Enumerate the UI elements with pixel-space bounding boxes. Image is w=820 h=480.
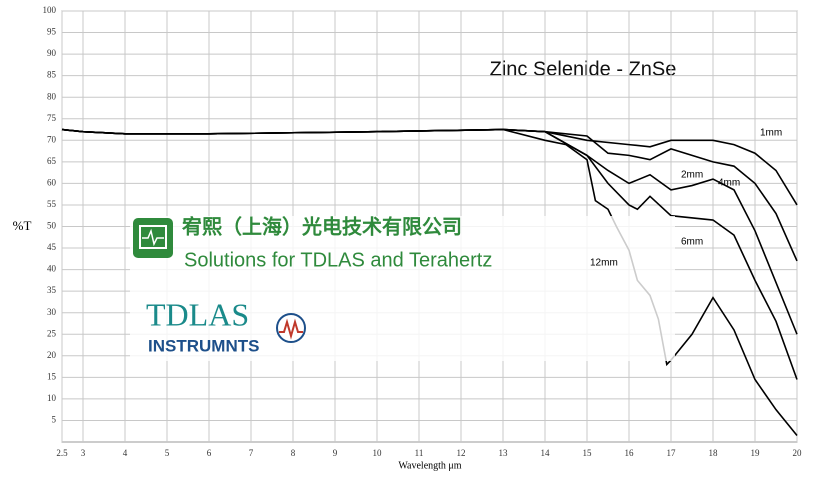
y-tick-label: 40 [47, 264, 57, 274]
series-label: 12mm [590, 258, 618, 269]
y-tick-label: 15 [47, 371, 57, 381]
x-tick-label: 7 [249, 448, 254, 458]
y-tick-label: 95 [47, 27, 57, 37]
x-tick-label: 3 [81, 448, 86, 458]
y-tick-label: 90 [47, 48, 57, 58]
x-tick-label: 15 [583, 448, 593, 458]
x-tick-label: 17 [667, 448, 677, 458]
series-label: 2mm [681, 170, 703, 181]
series-label: 6mm [681, 237, 703, 248]
y-tick-label: 60 [47, 177, 57, 187]
y-tick-label: 50 [47, 221, 57, 231]
x-tick-label: 12 [457, 448, 466, 458]
y-tick-label: 55 [47, 199, 57, 209]
x-tick-label: 16 [625, 448, 635, 458]
y-tick-label: 100 [43, 5, 57, 15]
x-tick-label: 13 [499, 448, 509, 458]
brand-icon [276, 313, 306, 343]
x-tick-label: 18 [709, 448, 719, 458]
title-box [447, 54, 719, 86]
brand-icon-wave [279, 318, 303, 340]
logo: 宥熙（上海）光电技术有限公司 Solutions for TDLAS and T… [130, 215, 675, 361]
x-tick-label: 10 [373, 448, 383, 458]
x-tick-label: 14 [541, 448, 551, 458]
x-tick-label: 8 [291, 448, 296, 458]
x-tick-label: 9 [333, 448, 338, 458]
y-tick-label: 35 [47, 285, 57, 295]
x-axis-label: Wavelength μm [398, 460, 461, 471]
brand-sub: INSTRUMNTS [148, 336, 259, 355]
x-tick-label: 11 [415, 448, 424, 458]
y-tick-label: 85 [47, 70, 57, 80]
series-line [61, 128, 798, 206]
y-tick-label: 5 [52, 415, 57, 425]
logo-icon-pulse [142, 228, 164, 247]
y-tick-label: 30 [47, 307, 57, 317]
chart-title: Zinc Selenide - ZnSe [490, 58, 677, 80]
x-tick-label: 20 [793, 448, 803, 458]
x-tick-label: 5 [165, 448, 170, 458]
company-name: 宥熙（上海）光电技术有限公司 [181, 215, 462, 239]
y-tick-label: 80 [47, 91, 57, 101]
logo-icon-frame [139, 225, 167, 249]
x-tick-label: 2.5 [56, 448, 68, 458]
tagline: Solutions for TDLAS and Terahertz [184, 249, 492, 271]
series-label: 1mm [760, 128, 782, 139]
y-tick-label: 10 [47, 393, 57, 403]
x-tick-label: 4 [123, 448, 128, 458]
y-tick-label: 45 [47, 242, 57, 252]
series-label: 4mm [718, 178, 740, 189]
y-tick-label: 20 [47, 350, 57, 360]
y-tick-label: 65 [47, 156, 57, 166]
x-tick-label: 19 [751, 448, 761, 458]
x-tick-label: 6 [207, 448, 212, 458]
y-tick-label: 75 [47, 113, 57, 123]
y-tick-label: 70 [47, 134, 57, 144]
brand: TDLAS [146, 296, 249, 332]
logo-bg [130, 216, 675, 361]
y-tick-label: 25 [47, 328, 57, 338]
y-axis-label: %T [13, 218, 32, 233]
